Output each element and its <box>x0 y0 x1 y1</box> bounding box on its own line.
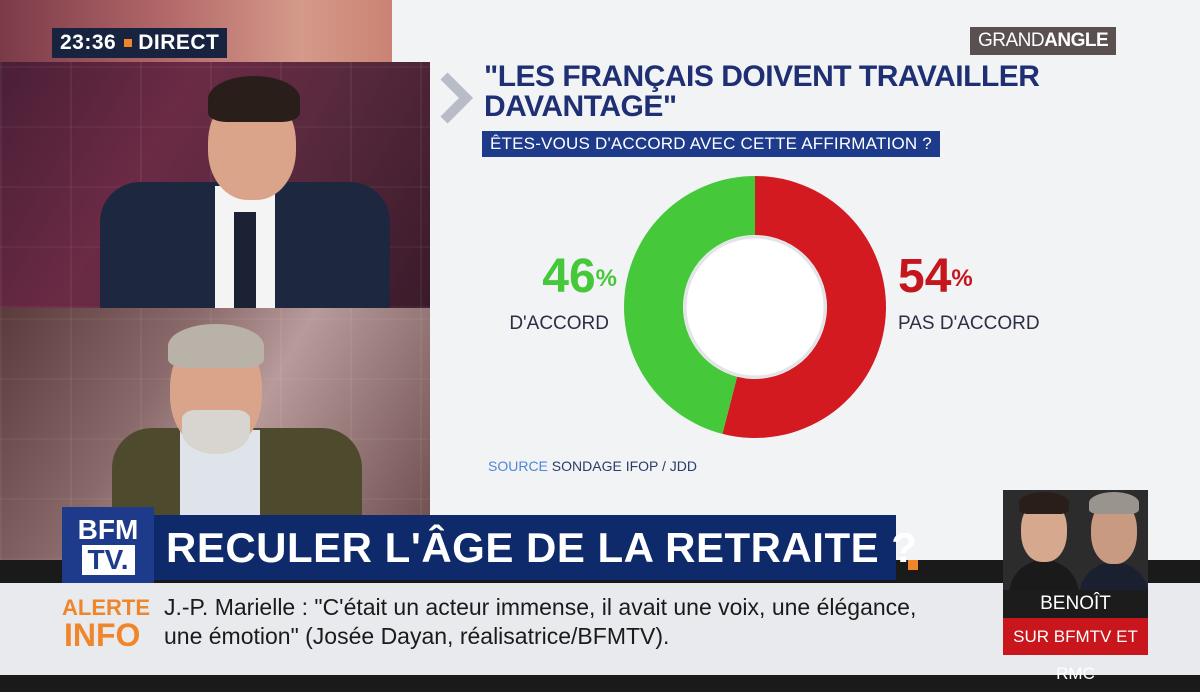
program-logo-part-a: GRAND <box>978 30 1045 51</box>
chart-title: "LES FRANÇAIS DOIVENT TRAVAILLER DAVANTA… <box>484 60 1040 123</box>
guest-1-tie <box>234 212 256 308</box>
program-logo-part-b: ANGLE <box>1044 30 1109 51</box>
chart-subtitle: ÊTES-VOUS D'ACCORD AVEC CETTE AFFIRMATIO… <box>482 131 940 157</box>
agree-label: D'ACCORD <box>509 313 609 334</box>
live-clock: 23:36 DIRECT <box>52 28 228 58</box>
program-logo: GRAND ANGLE <box>970 27 1117 55</box>
guest-camera-top <box>0 62 430 312</box>
ticker-label-top: ALERTE <box>62 595 150 620</box>
agree-percentage: 46% <box>497 250 617 304</box>
promo-person-2-hair <box>1089 492 1139 514</box>
promo-name: BENOÎT HAMON <box>1003 590 1148 642</box>
donut-slice-agree <box>623 176 755 434</box>
chevron-right-icon <box>440 72 474 124</box>
headline-dot-icon <box>908 560 918 570</box>
guest-2-beard <box>182 410 250 454</box>
headline-bar <box>154 515 896 580</box>
clock-time: 23:36 <box>60 31 117 54</box>
source-key: SOURCE <box>488 458 548 474</box>
channel-logo-bottom: TV. <box>81 545 135 575</box>
donut-center <box>683 235 827 379</box>
source-value: SONDAGE IFOP / JDD <box>551 458 698 474</box>
clock-separator-icon <box>124 39 133 47</box>
ticker-text: J.-P. Marielle : "C'était un acteur imme… <box>164 594 917 649</box>
guest-1-hair <box>208 76 300 122</box>
promo-person-1-hair <box>1019 492 1069 514</box>
headline-text: RECULER L'ÂGE DE LA RETRAITE ? <box>166 524 918 571</box>
channel-logo: BFM TV. <box>62 507 154 583</box>
channel-logo-top: BFM <box>77 514 139 545</box>
disagree-percentage: 54% <box>898 250 973 304</box>
ticker-label-bottom: INFO <box>64 617 141 653</box>
news-ticker <box>0 583 1200 675</box>
promo-cta: SUR BFMTV ET RMC <box>1003 618 1148 683</box>
agree-value: 46 <box>542 250 596 303</box>
donut-chart <box>623 176 886 438</box>
disagree-value: 54 <box>898 250 952 303</box>
disagree-label: PAS D'ACCORD <box>898 313 1040 334</box>
disagree-unit: % <box>951 265 973 292</box>
chart-source: SOURCE SONDAGE IFOP / JDD <box>488 458 697 474</box>
guest-2-hair <box>168 324 264 368</box>
studio-video <box>0 0 430 560</box>
agree-unit: % <box>595 265 617 292</box>
donut-slice-disagree <box>722 176 886 438</box>
live-label: DIRECT <box>138 31 220 54</box>
